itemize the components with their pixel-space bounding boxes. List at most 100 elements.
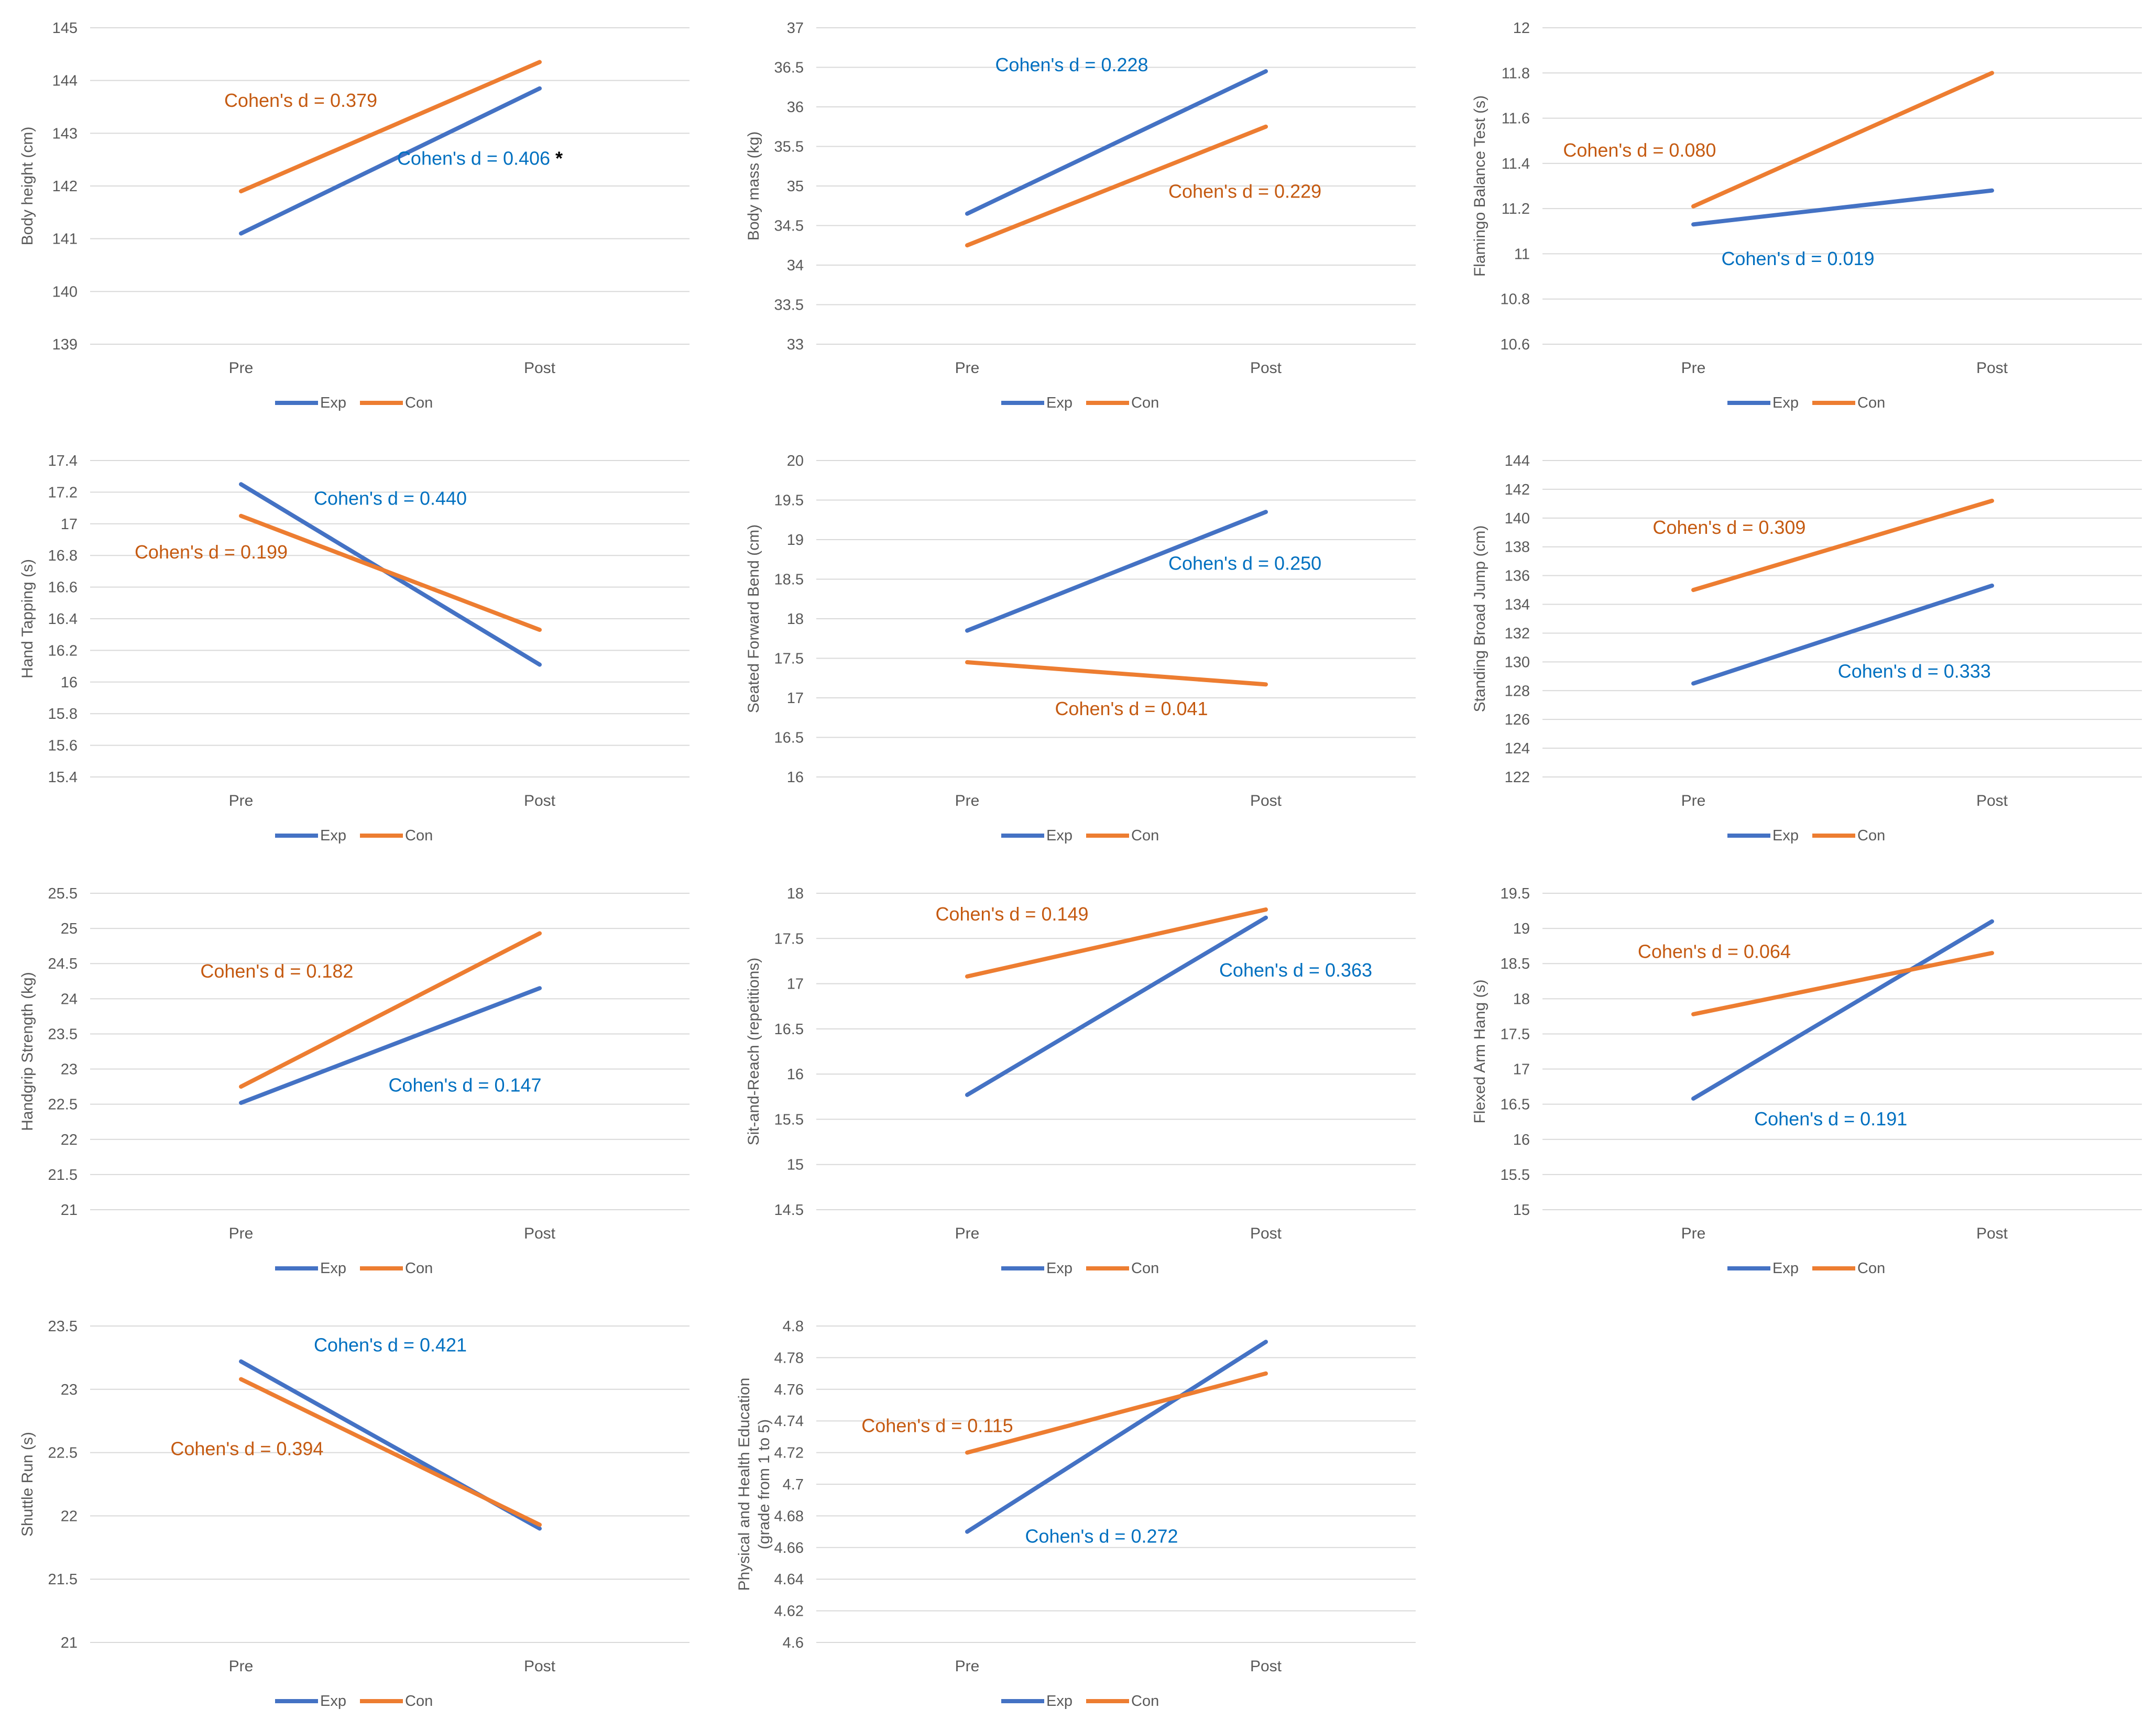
y-tick-label: 16 [61, 674, 78, 691]
y-tick-label: 4.64 [774, 1571, 804, 1588]
y-tick-label: 4.7 [783, 1476, 804, 1493]
legend-label-exp: Exp [320, 1260, 346, 1277]
legend-label-con: Con [1857, 1260, 1885, 1277]
chart-panel-10: 21 21.5 22 22.5 23 23.5 Shuttle Run (s) Pre Post… [19, 1318, 690, 1710]
x-tick-label: Pre [955, 359, 980, 377]
y-tick-label: 4.6 [783, 1635, 804, 1651]
y-tick-label: 19 [787, 532, 804, 549]
y-tick-label: 17.5 [774, 930, 804, 947]
y-tick-label: 142 [1505, 481, 1530, 498]
y-tick-label: 17 [787, 690, 804, 707]
y-tick-label: 142 [52, 178, 78, 195]
y-tick-label: 10.6 [1501, 336, 1530, 353]
y-tick-label: 20 [787, 453, 804, 469]
effect-size-annotation: Cohen's d = 0.394 [170, 1438, 323, 1459]
y-tick-label: 12 [1513, 20, 1530, 37]
y-tick-label: 140 [52, 283, 78, 300]
y-tick-label: 36 [787, 99, 804, 116]
y-tick-label: 16.4 [48, 611, 78, 628]
y-tick-label: 4.72 [774, 1445, 804, 1462]
y-tick-label: 130 [1505, 654, 1530, 671]
effect-size-annotation: Cohen's d = 0.379 [224, 90, 377, 111]
legend-label-exp: Exp [1046, 1693, 1072, 1710]
series-line-con [1691, 71, 1994, 209]
x-tick-label: Post [524, 792, 556, 809]
series-line-con [965, 907, 1268, 979]
effect-size-annotation: Cohen's d = 0.250 [1168, 552, 1321, 574]
effect-size-annotation: Cohen's d = 0.406 * [397, 148, 563, 169]
y-tick-label: 17.5 [774, 651, 804, 667]
x-tick-label: Pre [1681, 1225, 1706, 1242]
x-tick-label: Post [1250, 792, 1282, 809]
y-tick-label: 138 [1505, 539, 1530, 556]
y-tick-label: 16.5 [774, 730, 804, 747]
y-tick-label: 4.76 [774, 1382, 804, 1398]
x-tick-label: Pre [1681, 359, 1706, 377]
y-tick-label: 35.5 [774, 139, 804, 156]
x-tick-label: Post [524, 359, 556, 377]
y-tick-label: 4.62 [774, 1603, 804, 1620]
y-tick-label: 141 [52, 231, 78, 248]
y-tick-label: 128 [1505, 683, 1530, 699]
x-tick-label: Post [1250, 359, 1282, 377]
y-tick-label: 14.5 [774, 1202, 804, 1219]
series-line-con [1691, 498, 1994, 593]
y-tick-label: 144 [1505, 453, 1530, 469]
y-tick-label: 15.5 [1501, 1167, 1530, 1184]
y-tick-label: 122 [1505, 769, 1530, 786]
y-axis-title: Body height (cm) [19, 127, 36, 246]
y-axis-title: Standing Broad Jump (cm) [1471, 525, 1489, 713]
y-tick-label: 145 [52, 20, 78, 37]
legend-label-exp: Exp [1046, 1260, 1072, 1277]
y-axis-title: Shuttle Run (s) [19, 1432, 36, 1537]
y-tick-label: 132 [1505, 625, 1530, 642]
y-tick-label: 16.2 [48, 642, 78, 659]
chart-panel-7: 21 21.5 22 22.5 23 23.5 24 24.5 25 25.5 Handgrip S… [19, 885, 690, 1277]
y-tick-label: 136 [1505, 568, 1530, 585]
y-tick-label: 4.74 [774, 1413, 804, 1430]
effect-size-annotation: Cohen's d = 0.080 [1563, 139, 1716, 161]
x-tick-label: Pre [955, 1658, 980, 1675]
legend-label-con: Con [1857, 395, 1885, 411]
series-line-con [965, 124, 1268, 248]
y-tick-label: 22 [61, 1132, 78, 1148]
effect-size-annotation: Cohen's d = 0.064 [1638, 940, 1791, 962]
y-tick-label: 19.5 [774, 492, 804, 509]
y-tick-label: 17 [1513, 1061, 1530, 1078]
y-tick-label: 19.5 [1501, 885, 1530, 902]
series-line-exp [1691, 919, 1994, 1101]
series-line-con [239, 931, 542, 1089]
y-tick-label: 21.5 [48, 1571, 78, 1588]
series-line-exp [239, 986, 542, 1105]
y-tick-label: 17.5 [1501, 1026, 1530, 1043]
y-tick-label: 126 [1505, 711, 1530, 728]
y-tick-label: 139 [52, 336, 78, 353]
x-tick-label: Pre [229, 1658, 254, 1675]
legend-label-con: Con [405, 827, 433, 844]
chart-panel-8: 14.5 15 15.5 16 16.5 17 17.5 18 Sit-and-Reach (r… [745, 885, 1416, 1277]
series-line-con [1691, 951, 1994, 1016]
y-tick-label: 24.5 [48, 956, 78, 972]
series-line-con [239, 513, 542, 632]
y-tick-label: 140 [1505, 510, 1530, 527]
y-tick-label: 143 [52, 125, 78, 142]
effect-size-annotation: Cohen's d = 0.440 [314, 488, 467, 509]
y-tick-label: 33 [787, 336, 804, 353]
y-tick-label: 25 [61, 921, 78, 937]
x-tick-label: Pre [229, 792, 254, 809]
effect-size-annotation: Cohen's d = 0.115 [861, 1415, 1013, 1436]
y-axis-title: Sit-and-Reach (repetitions) [745, 958, 762, 1146]
y-tick-label: 33.5 [774, 297, 804, 314]
y-tick-label: 18 [787, 611, 804, 628]
y-tick-label: 34.5 [774, 218, 804, 235]
x-tick-label: Post [1250, 1658, 1282, 1675]
y-tick-label: 16.8 [48, 547, 78, 564]
effect-size-annotation: Cohen's d = 0.333 [1838, 661, 1991, 682]
y-tick-label: 24 [61, 991, 78, 1007]
y-tick-label: 35 [787, 178, 804, 195]
y-axis-title: Handgrip Strength (kg) [19, 972, 36, 1131]
y-tick-label: 4.66 [774, 1540, 804, 1557]
chart-panel-11: 4.6 4.62 4.64 4.66 4.68 4.7 4.72 4.74 4.76 4.78 4.… [736, 1318, 1416, 1710]
y-tick-label: 34 [787, 257, 804, 274]
